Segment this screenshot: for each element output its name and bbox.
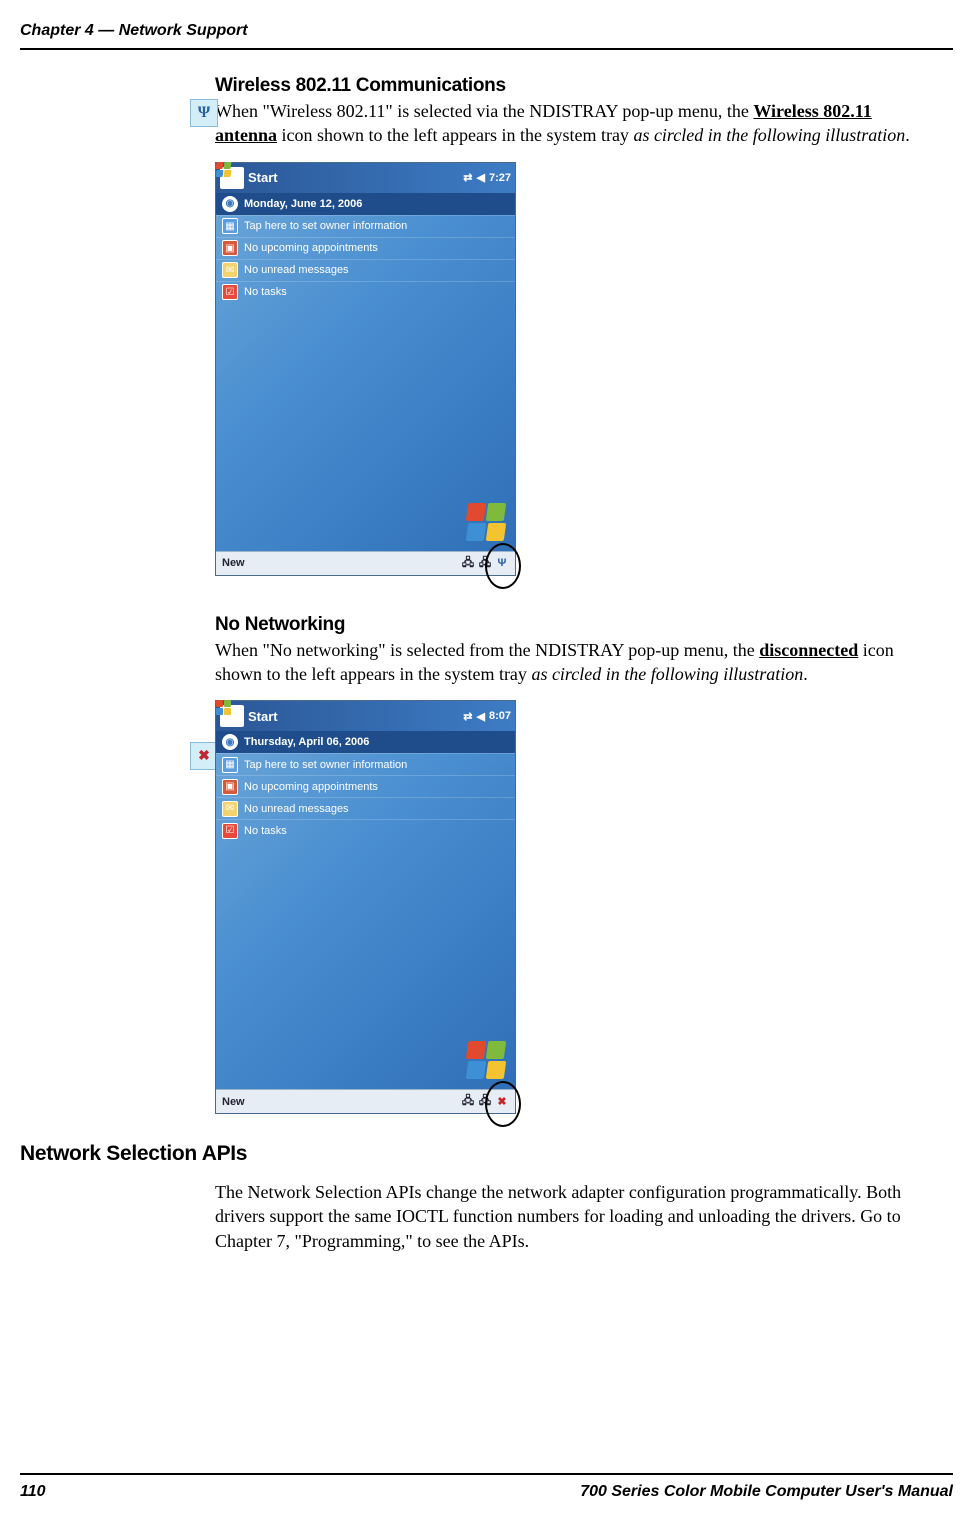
- header-left: Chapter 4 — Network Support: [20, 22, 248, 40]
- ss2-row-owner: ▦ Tap here to set owner information: [216, 753, 515, 775]
- ss2-r3: No unread messages: [244, 803, 349, 815]
- ss2-body: [216, 841, 515, 1089]
- ss2-r1: Tap here to set owner information: [244, 759, 407, 771]
- ss2-dateline: ◉ Thursday, April 06, 2006: [216, 731, 515, 753]
- content-area: Ψ Wireless 802.11 Communications When "W…: [20, 75, 953, 1449]
- volume-icon: ◀: [477, 710, 485, 723]
- globe-icon: ◉: [222, 196, 238, 212]
- screenshot-wireless: Start ⇄ ◀ 7:27 ◉ Monday, June 12, 2006 ▦…: [215, 162, 516, 576]
- p1-ital: as circled in the following illustration: [633, 125, 905, 145]
- wireless-glyph: Ψ: [198, 104, 210, 122]
- ss1-start-label: Start: [248, 170, 463, 185]
- p2-pre: When "No networking" is selected from th…: [215, 640, 759, 660]
- p2-end: .: [803, 664, 808, 684]
- ss2-bottombar: New 🖧 🖧 ✖: [216, 1089, 515, 1113]
- calendar-icon: ▣: [222, 240, 238, 256]
- ss1-r2: No upcoming appointments: [244, 242, 378, 254]
- clock-text: 7:27: [489, 172, 511, 184]
- globe-icon: ◉: [222, 734, 238, 750]
- page-footer: 110 700 Series Color Mobile Computer Use…: [20, 1483, 953, 1501]
- p1-end: .: [905, 125, 910, 145]
- p1-pre: When "Wireless 802.11" is selected via t…: [215, 101, 753, 121]
- windows-logo-large: [465, 501, 507, 543]
- ss2-new-label: New: [222, 1096, 245, 1108]
- wireless-antenna-icon: Ψ: [190, 99, 218, 127]
- ss2-r4: No tasks: [244, 825, 287, 837]
- owner-icon: ▦: [222, 218, 238, 234]
- ss1-topbar: Start ⇄ ◀ 7:27: [216, 163, 515, 193]
- section-title-nonet: No Networking: [215, 614, 953, 636]
- windows-logo-large: [465, 1039, 507, 1081]
- section-title-apis: Network Selection APIs: [20, 1142, 953, 1166]
- ss2-date: Thursday, April 06, 2006: [244, 736, 369, 748]
- screenshot-nonet: Start ⇄ ◀ 8:07 ◉ Thursday, April 06, 200…: [215, 700, 516, 1114]
- p1-mid: icon shown to the left appears in the sy…: [277, 125, 633, 145]
- tasks-icon: ☑: [222, 823, 238, 839]
- volume-icon: ◀: [477, 171, 485, 184]
- para-wireless: When "Wireless 802.11" is selected via t…: [215, 99, 935, 148]
- section-title-wireless: Wireless 802.11 Communications: [215, 75, 953, 97]
- para-apis: The Network Selection APIs change the ne…: [215, 1180, 935, 1253]
- page-header: Chapter 4 — Network Support: [20, 22, 953, 40]
- connectivity-icon: ⇄: [463, 710, 472, 723]
- ss1-r1: Tap here to set owner information: [244, 220, 407, 232]
- footer-rule: [20, 1473, 953, 1475]
- footer-title: 700 Series Color Mobile Computer User's …: [580, 1483, 953, 1501]
- annotation-circle-2: [485, 1081, 521, 1127]
- ss1-dateline: ◉ Monday, June 12, 2006: [216, 193, 515, 215]
- p2-bold: disconnected: [759, 640, 858, 660]
- ss1-body: [216, 303, 515, 551]
- ss1-row-msg: ✉ No unread messages: [216, 259, 515, 281]
- owner-icon: ▦: [222, 757, 238, 773]
- ss2-row-appt: ▣ No upcoming appointments: [216, 775, 515, 797]
- ss2-start-label: Start: [248, 709, 463, 724]
- annotation-circle-1: [485, 543, 521, 589]
- message-icon: ✉: [222, 801, 238, 817]
- message-icon: ✉: [222, 262, 238, 278]
- clock-text: 8:07: [489, 710, 511, 722]
- connectivity-icon: ⇄: [463, 171, 472, 184]
- ss1-bottombar: New 🖧 🖧 Ψ: [216, 551, 515, 575]
- ss1-row-owner: ▦ Tap here to set owner information: [216, 215, 515, 237]
- ss2-r2: No upcoming appointments: [244, 781, 378, 793]
- ss1-row-tasks: ☑ No tasks: [216, 281, 515, 303]
- calendar-icon: ▣: [222, 779, 238, 795]
- page-number: 110: [20, 1483, 46, 1501]
- ss2-row-tasks: ☑ No tasks: [216, 819, 515, 841]
- ss1-r4: No tasks: [244, 286, 287, 298]
- ss2-top-status: ⇄ ◀ 8:07: [463, 710, 511, 723]
- tray-net-icon: 🖧: [461, 556, 475, 570]
- tasks-icon: ☑: [222, 284, 238, 300]
- ss1-new-label: New: [222, 557, 245, 569]
- disconnected-icon: ✖: [190, 742, 218, 770]
- header-rule: [20, 48, 953, 50]
- ss2-topbar: Start ⇄ ◀ 8:07: [216, 701, 515, 731]
- ss1-date: Monday, June 12, 2006: [244, 198, 362, 210]
- disconnected-glyph: ✖: [198, 748, 210, 765]
- ss1-row-appt: ▣ No upcoming appointments: [216, 237, 515, 259]
- tray-net-icon: 🖧: [461, 1095, 475, 1109]
- ss1-top-status: ⇄ ◀ 7:27: [463, 171, 511, 184]
- para-nonet: When "No networking" is selected from th…: [215, 638, 935, 687]
- windows-flag-icon: [220, 167, 244, 189]
- windows-flag-icon: [220, 705, 244, 727]
- ss2-row-msg: ✉ No unread messages: [216, 797, 515, 819]
- p2-ital: as circled in the following illustration: [531, 664, 803, 684]
- ss1-r3: No unread messages: [244, 264, 349, 276]
